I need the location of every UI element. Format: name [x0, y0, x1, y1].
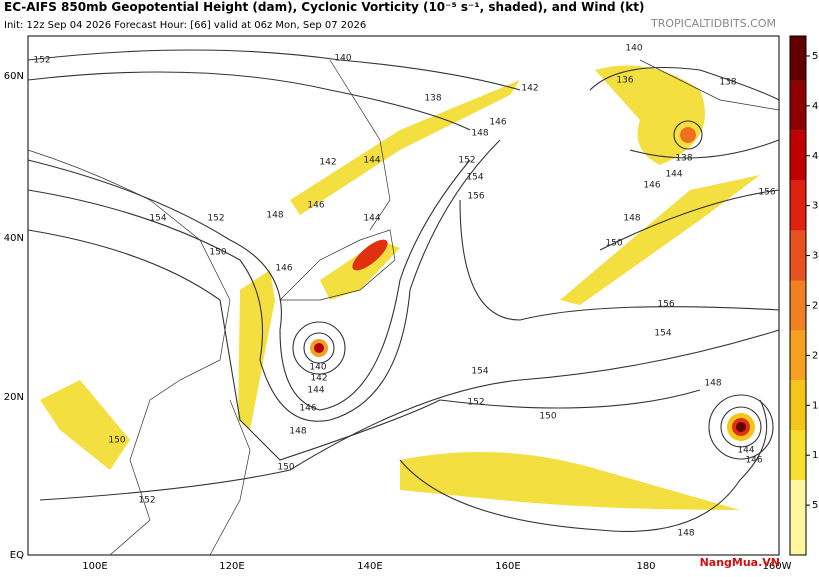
lat-label: 60N: [4, 71, 24, 82]
colorbar-label: 25: [812, 300, 819, 311]
colorbar-swatch: [790, 80, 806, 131]
colorbar-swatch: [790, 480, 806, 555]
lon-label: 180: [636, 561, 655, 572]
contour-label: 146: [745, 456, 762, 466]
contour-label: 152: [467, 398, 484, 408]
contour-label: 140: [309, 363, 326, 373]
contour-label: 152: [138, 496, 155, 506]
lon-label: 100E: [82, 561, 107, 572]
contour-label: 156: [758, 188, 775, 198]
colorbar-label: 50: [812, 51, 819, 62]
contour-label: 156: [657, 300, 674, 310]
colorbar-frame: [789, 35, 807, 556]
contour-label: 154: [654, 329, 671, 339]
contour-label: 140: [334, 54, 351, 64]
colorbar-label: 45: [812, 101, 819, 112]
contour-label: 140: [625, 44, 642, 54]
title: EC-AIFS 850mb Geopotential Height (dam),…: [4, 0, 644, 14]
subtitle: Init: 12z Sep 04 2026 Forecast Hour: [66…: [4, 20, 366, 31]
lon-label: 160W: [763, 561, 792, 572]
lat-label: 40N: [4, 233, 24, 244]
contour-label: 148: [704, 379, 721, 389]
contour-label: 152: [458, 156, 475, 166]
contour-label: 138: [675, 154, 692, 164]
contour-label: 152: [207, 214, 224, 224]
colorbar-label: 40: [812, 151, 819, 162]
lat-label: 20N: [4, 392, 24, 403]
lat-label: EQ: [10, 550, 24, 561]
contour-label: 144: [363, 214, 380, 224]
colorbar-swatch: [790, 130, 806, 181]
contour-label: 152: [33, 56, 50, 66]
vorticity: [40, 65, 760, 510]
coastlines: [27, 59, 780, 556]
contour-label: 150: [209, 248, 226, 258]
colorbar-label: 15: [812, 400, 819, 411]
lon-label: 160E: [495, 561, 520, 572]
contour-label: 150: [277, 463, 294, 473]
lon-label: 140E: [357, 561, 382, 572]
contours: [27, 49, 780, 532]
contour-label: 148: [471, 129, 488, 139]
colorbar-label: 5: [812, 500, 818, 511]
contour-label: 146: [307, 201, 324, 211]
colorbar-swatch: [790, 230, 806, 281]
contour-label: 142: [319, 158, 336, 168]
contour-label: 138: [719, 78, 736, 88]
axes: 60N 40N 20N EQ 100E 120E 140E 160E 180 160W: [4, 71, 792, 572]
contour-label: 146: [489, 118, 506, 128]
contour-label: 144: [307, 386, 324, 396]
contour-label: 156: [467, 192, 484, 202]
colorbar-swatch: [790, 180, 806, 231]
colorbar-swatch: [790, 380, 806, 431]
contour-label: 144: [363, 156, 380, 166]
colorbar-swatch: [790, 430, 806, 481]
colorbar-swatch: [790, 36, 806, 81]
colorbar-label: 10: [812, 450, 819, 461]
colorbar-swatch: [790, 280, 806, 331]
contour-label: 150: [108, 436, 125, 446]
contour-label: 148: [289, 427, 306, 437]
contour-label: 146: [275, 264, 292, 274]
contour-label: 150: [605, 239, 622, 249]
contour-label: 148: [677, 529, 694, 539]
contour-label: 154: [466, 173, 483, 183]
contour-label: 144: [737, 446, 754, 456]
colorbar: 5 10 15 20 25 30 35 40 45 50: [789, 35, 819, 556]
contour-label: 148: [266, 211, 283, 221]
colorbar-swatch: [790, 330, 806, 381]
contour-label: 150: [539, 412, 556, 422]
colorbar-label: 30: [812, 251, 819, 262]
contour-label: 146: [643, 181, 660, 191]
contour-label: 144: [665, 170, 682, 180]
watermark: NangMua.VN: [700, 556, 780, 569]
contour-label: 142: [310, 374, 327, 384]
contour-label: 154: [149, 214, 166, 224]
contour-label: 138: [424, 94, 441, 104]
contour-label: 142: [521, 84, 538, 94]
contour-label: 136: [616, 76, 633, 86]
site: TROPICALTIDBITS.COM: [650, 17, 776, 30]
lon-label: 120E: [219, 561, 244, 572]
contour-label: 148: [623, 214, 640, 224]
contour-label: 154: [471, 367, 488, 377]
contour-label: 146: [299, 404, 316, 414]
colorbar-label: 20: [812, 350, 819, 361]
colorbar-label: 35: [812, 201, 819, 212]
